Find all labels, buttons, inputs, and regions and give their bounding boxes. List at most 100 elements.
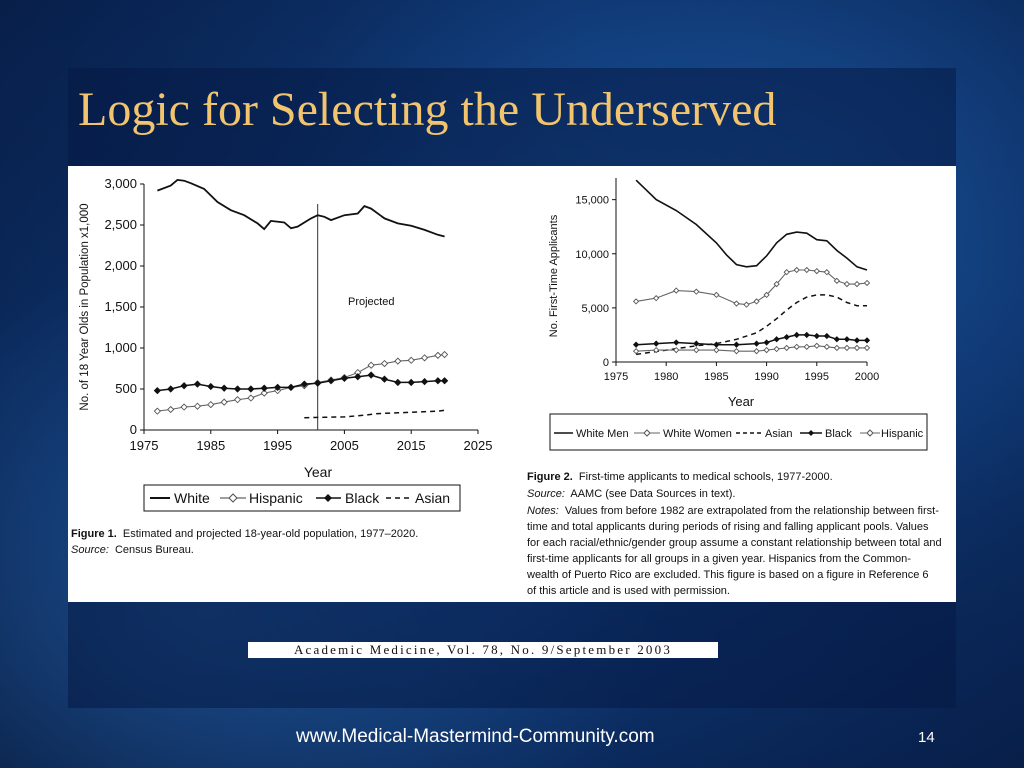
figure2-ytick-label-1: 5,000 (581, 303, 609, 315)
figure1-series-black-point-21 (434, 377, 442, 385)
fig2-notes-line3: for each racial/ethnic/gender group assu… (527, 537, 942, 549)
fig1-legend-black: Black (345, 490, 380, 506)
figure1-series-hispanic-point-6 (233, 396, 242, 404)
figure2-series-black-point-16 (853, 337, 861, 344)
figure2-series-hispanic-point-6 (753, 348, 760, 355)
figure1-series-black-point-3 (193, 380, 202, 388)
fig2-legend-hispanic: Hispanic (881, 428, 924, 440)
figure2-chart: 0 5,000 10,000 15,000 1975 1980 1985 1990 1995 2… (526, 178, 942, 597)
fig1-legend-black-marker (324, 494, 332, 502)
fig2-notes-line6: of this article and is used with permiss… (527, 585, 730, 597)
fig1-legend-hispanic: Hispanic (249, 490, 303, 506)
fig2-caption-line2: Source: AAMC (see Data Sources in text). (527, 488, 735, 500)
figure2-series-hispanic-point-5 (733, 348, 740, 355)
figure2-series-white-men-line (635, 179, 868, 271)
figure2-xtick-label-4: 1995 (805, 371, 829, 383)
fig2-source-label: Source: (527, 488, 565, 500)
figure2-series-white-women-point-9 (773, 280, 780, 288)
figure1-xtick-label-3: 2005 (330, 438, 359, 453)
fig1-source-label: Source: (71, 544, 109, 556)
figure2-xtick-label-0: 1975 (604, 371, 628, 383)
figure2-series-hispanic-point-2 (673, 346, 680, 354)
figure1-series-black-point-1 (167, 385, 175, 393)
figure1-ytick-label-2: 1,000 (104, 340, 137, 355)
figure2-series-hispanic-point-11 (803, 343, 810, 350)
fig1-caption-label: Figure 1. (71, 528, 117, 540)
figure2-series-black-point-7 (763, 339, 770, 346)
fig1-caption-line1: Figure 1. Estimated and projected 18-yea… (71, 528, 418, 540)
figure2-series-white-women-point-5 (733, 300, 740, 307)
figure2-series-white-women-point-12 (803, 266, 810, 274)
figure2-series-white-women-point-14 (823, 269, 830, 276)
figure2-series-black-point-17 (863, 337, 871, 344)
figure2-series-hispanic-point-16 (853, 344, 861, 352)
figure1-series-hispanic-point-22 (440, 350, 449, 359)
figure2-series-white-women-point-16 (843, 280, 851, 288)
fig2-caption-label: Figure 2. (527, 471, 573, 483)
fig1-legend-hispanic-marker (228, 493, 238, 503)
figure2-xtick-label-5: 2000 (855, 371, 879, 383)
fig2-legend-black: Black (825, 428, 852, 440)
figure2-series-hispanic-point-7 (763, 346, 770, 354)
figure2-series-hispanic-point-15 (843, 344, 851, 352)
figure2-series-asian-line (635, 294, 867, 356)
figure2-series-black-point-0 (632, 341, 640, 348)
figure2-series-white-women-point-7 (753, 298, 760, 305)
figure2-series-white-women-point-6 (743, 301, 750, 308)
figure1-series-black-point-16 (367, 371, 375, 379)
figure1-series-black-point-17 (380, 375, 389, 383)
figure2-series-white-women-point-15 (833, 277, 841, 284)
figure2-series-white-women-point-11 (793, 266, 800, 274)
figure2-series-white-women-point-10 (783, 269, 790, 276)
figure1-series-black-point-8 (260, 384, 268, 392)
figure2-series-hispanic-point-13 (823, 343, 830, 350)
figure1-series-black-point-15 (354, 373, 362, 381)
figure1-series-hispanic-point-7 (247, 394, 255, 402)
figure1-series-black-point-22 (440, 377, 449, 385)
figure1-xtick-label-2: 1995 (263, 438, 292, 453)
figure1-ytick-label-5: 2,500 (104, 217, 137, 232)
fig2-legend-whitemen: White Men (576, 428, 629, 440)
fig2-caption-text: First-time applicants to medical schools… (579, 471, 833, 483)
figure1-xtick-label-1: 1985 (196, 438, 225, 453)
figure2-series-black-point-13 (823, 332, 830, 340)
figure2-series-hispanic-point-4 (713, 346, 720, 354)
figure2-series-black-line (636, 334, 867, 346)
fig2-legend-box (549, 413, 928, 451)
figure2-series-black-point-14 (833, 336, 841, 343)
figure1-series-black-point-13 (327, 377, 335, 385)
journal-citation: Academic Medicine, Vol. 78, No. 9/Septem… (248, 642, 718, 658)
figure1-series-black-point-4 (207, 382, 215, 391)
figure2-series-black-point-3 (693, 340, 700, 347)
fig1-xlabel: Year (304, 464, 333, 480)
figure1-series-black-line (157, 374, 445, 392)
figure2-series-white-women-point-0 (632, 298, 640, 305)
fig1-legend-box (143, 484, 461, 512)
figure1-series-black-point-7 (247, 385, 255, 393)
footer-url[interactable]: www.Medical-Mastermind-Community.com (296, 726, 655, 747)
figure1-xtick-label-4: 2015 (397, 438, 426, 453)
figure1-series-black-point-9 (273, 383, 282, 391)
figure1-series-black-point-10 (287, 383, 295, 391)
figure2-series-hispanic-point-1 (653, 346, 660, 354)
figure2-xtick-label-3: 1990 (754, 371, 778, 383)
figure2-series-white-women-point-17 (853, 280, 861, 288)
figure2-series-black-point-10 (793, 331, 800, 339)
figure1-xtick-label-5: 2025 (464, 438, 493, 453)
figure2-xtick-label-1: 1980 (654, 371, 678, 383)
fig1-legend-asian: Asian (415, 490, 450, 506)
fig2-legend-black-marker (808, 430, 814, 436)
figure1-series-hispanic-point-21 (434, 351, 442, 360)
figure-panel: 0 500 1,000 1,500 2,000 2,500 3,000 1975 1985 19… (68, 166, 956, 602)
figure1-ytick-label-6: 3,000 (104, 176, 137, 191)
figures-svg: 0 500 1,000 1,500 2,000 2,500 3,000 1975 1985 19… (71, 176, 942, 597)
fig1-caption-line2: Source: Census Bureau. (71, 544, 194, 556)
figure2-series-black-point-15 (843, 336, 851, 343)
figure2-ytick-label-0: 0 (603, 357, 609, 369)
figure1-series-hispanic-point-5 (220, 398, 228, 406)
fig2-notes-label: Notes: (527, 505, 559, 517)
figure1-series-black-point-0 (153, 387, 161, 395)
figure2-series-white-women-point-18 (863, 279, 871, 287)
figure1-series-hispanic-point-16 (367, 361, 375, 369)
figure2-series-hispanic-point-8 (773, 345, 780, 353)
